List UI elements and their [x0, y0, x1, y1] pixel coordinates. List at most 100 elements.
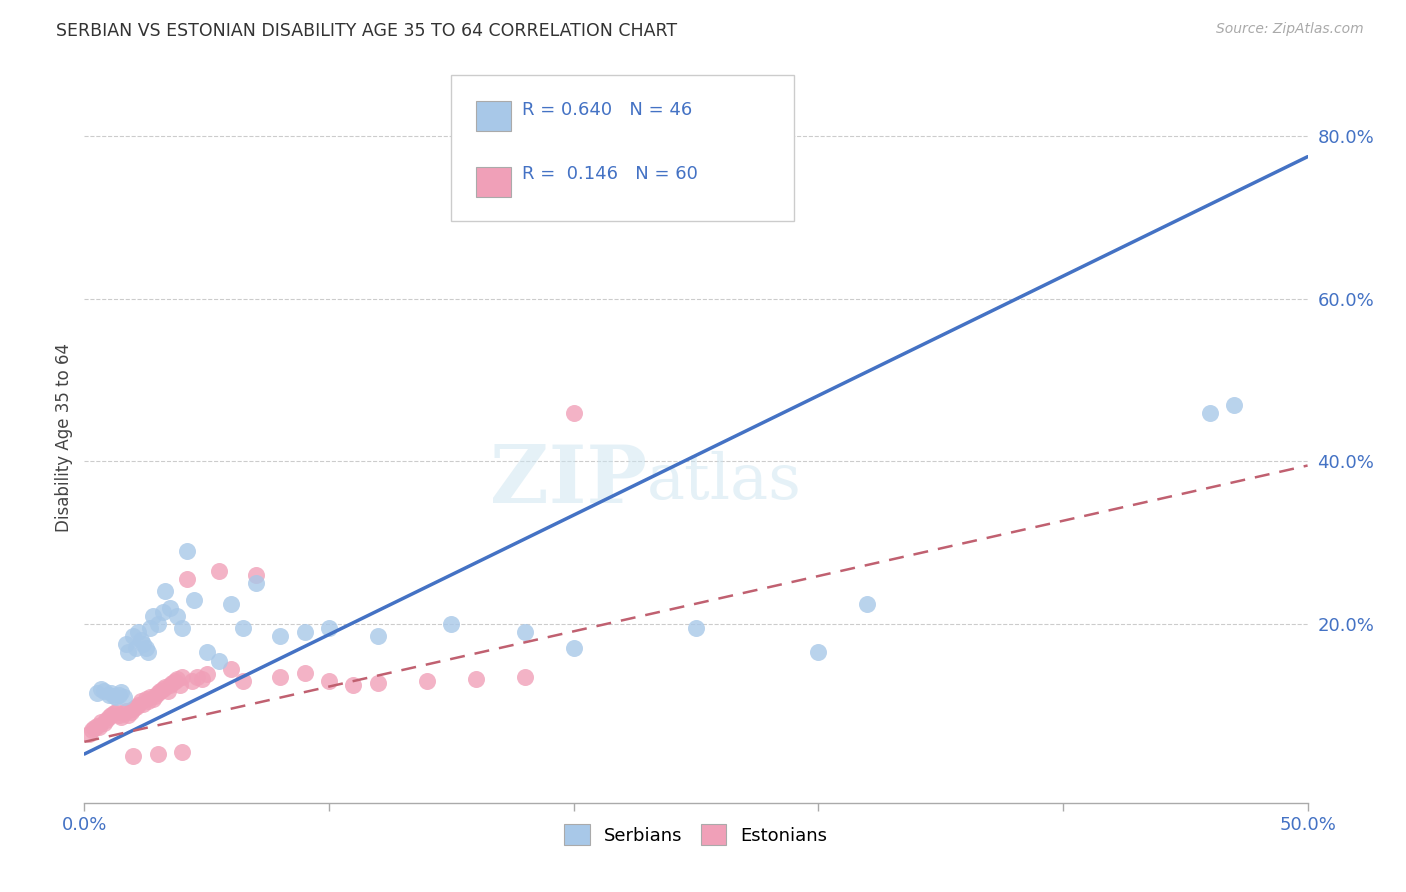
Point [232, 673, 254, 688]
Point [86, 686, 108, 700]
Point [122, 629, 145, 643]
Point [1198, 406, 1220, 420]
Point [135, 641, 157, 656]
Text: R = 0.640   N = 46: R = 0.640 N = 46 [522, 101, 693, 120]
Point [125, 699, 148, 714]
Point [856, 597, 879, 611]
Point [120, 705, 142, 719]
Point [103, 689, 125, 703]
Legend: Serbians, Estonians: Serbians, Estonians [557, 817, 835, 852]
Point [318, 621, 340, 635]
Point [181, 673, 204, 688]
Point [107, 708, 129, 723]
Point [87, 720, 110, 734]
Point [107, 688, 129, 702]
Point [156, 683, 179, 698]
Point [142, 608, 165, 623]
Point [367, 629, 389, 643]
Point [90, 714, 112, 729]
Point [367, 675, 389, 690]
Point [169, 678, 191, 692]
Point [807, 645, 830, 659]
Point [146, 686, 169, 700]
Point [136, 645, 159, 659]
Point [100, 686, 122, 700]
FancyBboxPatch shape [475, 167, 512, 197]
Point [117, 708, 139, 723]
Point [97, 710, 120, 724]
Point [464, 673, 486, 687]
Point [208, 654, 231, 668]
Point [127, 698, 149, 713]
Point [159, 600, 181, 615]
Point [294, 665, 316, 680]
Point [208, 564, 231, 578]
Point [112, 690, 135, 705]
FancyBboxPatch shape [475, 101, 512, 131]
FancyBboxPatch shape [451, 75, 794, 221]
Point [93, 716, 115, 731]
Point [143, 689, 166, 703]
Point [129, 633, 152, 648]
Text: Source: ZipAtlas.com: Source: ZipAtlas.com [1216, 22, 1364, 37]
Point [232, 621, 254, 635]
Point [93, 683, 115, 698]
Point [245, 568, 267, 582]
Point [117, 645, 139, 659]
Point [513, 670, 536, 684]
Text: SERBIAN VS ESTONIAN DISABILITY AGE 35 TO 64 CORRELATION CHART: SERBIAN VS ESTONIAN DISABILITY AGE 35 TO… [56, 22, 678, 40]
Point [176, 572, 198, 586]
Point [162, 675, 184, 690]
Point [105, 705, 128, 719]
Point [146, 747, 169, 761]
Y-axis label: Disability Age 35 to 64: Disability Age 35 to 64 [55, 343, 73, 532]
Point [195, 667, 218, 681]
Point [562, 406, 585, 420]
Point [96, 713, 118, 727]
Point [318, 673, 340, 688]
Text: R =  0.146   N = 60: R = 0.146 N = 60 [522, 165, 699, 183]
Point [80, 723, 103, 737]
Point [176, 544, 198, 558]
Point [83, 721, 105, 735]
Point [562, 641, 585, 656]
Point [103, 706, 125, 721]
Point [219, 662, 242, 676]
Point [139, 690, 162, 705]
Point [122, 702, 145, 716]
Point [135, 691, 157, 706]
Point [153, 681, 176, 695]
Point [152, 681, 174, 696]
Point [166, 673, 188, 687]
Point [163, 673, 186, 688]
Point [110, 709, 132, 723]
Point [416, 673, 439, 688]
Point [127, 625, 149, 640]
Point [105, 690, 128, 705]
Point [132, 697, 155, 711]
Point [100, 708, 122, 723]
Point [172, 670, 194, 684]
Point [115, 637, 138, 651]
Point [142, 691, 165, 706]
Point [245, 576, 267, 591]
Point [122, 748, 145, 763]
Text: atlas: atlas [647, 450, 801, 511]
Point [191, 673, 214, 687]
Point [342, 678, 364, 692]
Point [183, 592, 205, 607]
Point [77, 727, 100, 741]
Point [125, 641, 148, 656]
Point [110, 685, 132, 699]
Point [153, 584, 176, 599]
Point [86, 718, 108, 732]
Point [136, 694, 159, 708]
Point [269, 629, 291, 643]
Point [513, 625, 536, 640]
Point [195, 645, 218, 659]
Point [139, 621, 162, 635]
Point [269, 670, 291, 684]
Point [152, 605, 174, 619]
Point [440, 617, 463, 632]
Point [90, 681, 112, 696]
